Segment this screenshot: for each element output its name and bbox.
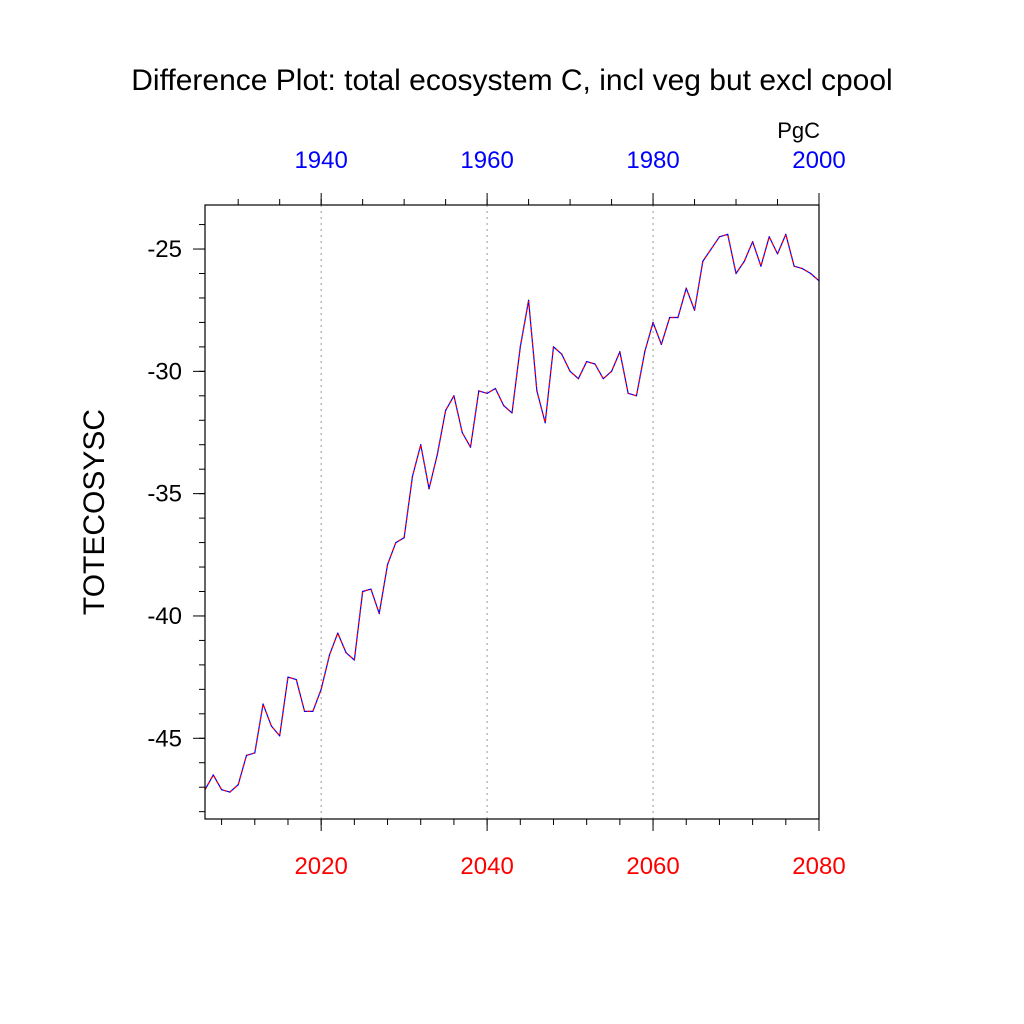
data-point (561, 353, 563, 355)
x-top-tick-label: 1940 (294, 147, 347, 174)
data-point (519, 346, 521, 348)
chart-title: Difference Plot: total ecosystem C, incl… (131, 64, 892, 97)
data-point (312, 710, 314, 712)
data-point (577, 378, 579, 380)
data-point (776, 253, 779, 255)
data-point (212, 774, 214, 776)
x-top-tick-label: 2000 (792, 147, 845, 174)
data-point (602, 378, 604, 380)
data-point (627, 392, 629, 394)
data-point (345, 652, 347, 654)
x-bottom-tick-label: 2040 (460, 853, 513, 880)
data-point (237, 784, 239, 786)
data-point (486, 392, 488, 394)
data-point (370, 588, 372, 590)
data-point (544, 422, 546, 424)
data-point (693, 309, 696, 311)
x-top-tick-label: 1960 (460, 147, 513, 174)
tick-labels: 2020 2040 2060 2080 1940 1960 1980 2000 -45 -40 -3… (147, 147, 845, 880)
data-point (494, 387, 497, 390)
data-point (428, 488, 430, 490)
data-point (254, 752, 256, 754)
data-point (619, 351, 621, 353)
data-point (287, 676, 289, 678)
x-bottom-tick-label: 2080 (792, 853, 845, 880)
y-axis-label: TOTECOSYSC (78, 409, 111, 615)
axis-ticks (193, 193, 820, 831)
plot-frame (204, 204, 820, 820)
data-point (303, 710, 306, 712)
data-point (478, 390, 480, 392)
data-point (669, 316, 671, 319)
data-point (685, 287, 687, 289)
data-point (420, 444, 422, 446)
data-point (635, 395, 638, 397)
data-point (279, 735, 281, 737)
x-top-tick-label: 1980 (626, 147, 679, 174)
data-point (511, 412, 513, 414)
data-point (652, 321, 654, 324)
data-point (536, 390, 538, 392)
x-bottom-tick-label: 2020 (294, 853, 347, 880)
y-tick-label: -35 (147, 481, 182, 508)
data-point (270, 725, 272, 727)
gridlines (320, 205, 654, 819)
data-point (752, 241, 754, 243)
data-point (378, 612, 380, 615)
data-point (586, 360, 588, 363)
data-point (245, 754, 248, 756)
data-point (718, 236, 721, 238)
data-point (594, 363, 596, 365)
data-point (793, 265, 795, 267)
data-point (527, 299, 530, 302)
data-point (469, 446, 472, 448)
units-label: PgC (777, 118, 820, 143)
data-point (801, 268, 804, 270)
data-point (610, 370, 613, 372)
data-point (386, 563, 389, 566)
data-point (445, 409, 447, 412)
data-point (569, 370, 571, 372)
data-point (461, 431, 463, 434)
data-point (295, 678, 297, 681)
series-line-overlay (204, 233, 820, 793)
y-tick-label: -30 (147, 358, 182, 385)
data-point (727, 233, 729, 235)
data-point (453, 395, 455, 397)
data-point (760, 265, 762, 267)
data-point (403, 537, 405, 539)
data-point (411, 475, 414, 478)
data-point (743, 260, 745, 262)
series-group (204, 233, 820, 793)
y-tick-label: -40 (147, 603, 182, 630)
data-point (710, 248, 712, 250)
series-line (204, 233, 820, 793)
data-point (320, 688, 322, 690)
data-point (436, 453, 438, 456)
data-point (660, 343, 662, 346)
data-point (220, 789, 223, 791)
data-point (353, 659, 355, 661)
data-point (785, 233, 787, 235)
data-point (328, 654, 331, 656)
x-bottom-tick-label: 2060 (626, 853, 679, 880)
data-point (503, 404, 505, 407)
data-point (552, 346, 555, 348)
data-point (644, 351, 646, 353)
data-point (337, 632, 339, 634)
y-tick-label: -25 (147, 236, 182, 263)
data-point (262, 703, 264, 705)
data-point (735, 272, 737, 275)
data-point (702, 260, 704, 262)
data-point (768, 236, 770, 238)
data-point (362, 590, 364, 593)
y-tick-label: -45 (147, 725, 182, 752)
data-point (810, 272, 812, 275)
data-point (229, 791, 231, 793)
data-point (395, 541, 397, 544)
data-point (677, 316, 679, 319)
